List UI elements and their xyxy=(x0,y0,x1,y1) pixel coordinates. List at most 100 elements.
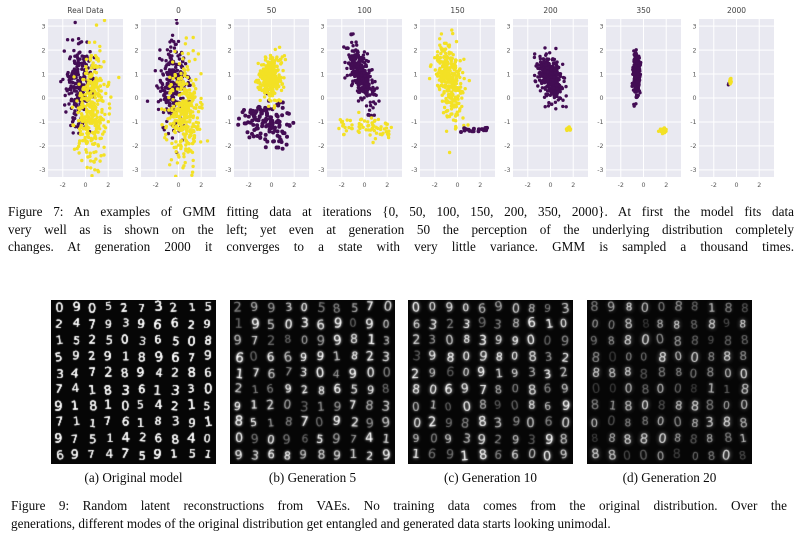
mnist-grid-c xyxy=(408,300,573,464)
y-tick-label: 2 xyxy=(227,47,231,54)
y-tick-label: 1 xyxy=(41,71,45,78)
x-tick-label: 2 xyxy=(385,182,389,189)
y-tick-label: -1 xyxy=(597,119,603,126)
panel-title: 50 xyxy=(267,6,277,15)
y-tick-label: -1 xyxy=(690,119,696,126)
panel-title: Real Data xyxy=(67,6,103,15)
y-tick-label: 0 xyxy=(599,95,603,102)
x-tick-label: 0 xyxy=(83,182,87,189)
scatter-points xyxy=(532,46,573,133)
y-tick-label: -3 xyxy=(504,167,510,174)
panel-title: 350 xyxy=(636,6,651,15)
y-tick-label: -3 xyxy=(225,167,231,174)
x-tick-label: -2 xyxy=(339,182,345,189)
y-tick-label: 3 xyxy=(227,23,231,30)
y-tick-label: 1 xyxy=(506,71,510,78)
y-tick-label: 0 xyxy=(41,95,45,102)
x-tick-label: 0 xyxy=(176,182,180,189)
y-tick-label: -2 xyxy=(597,143,603,150)
y-tick-label: -1 xyxy=(318,119,324,126)
y-tick-label: -1 xyxy=(504,119,510,126)
y-tick-label: 1 xyxy=(692,71,696,78)
y-tick-label: 3 xyxy=(41,23,45,30)
y-tick-label: -2 xyxy=(690,143,696,150)
x-tick-label: -2 xyxy=(432,182,438,189)
y-tick-label: 2 xyxy=(413,47,417,54)
mnist-grid-d xyxy=(587,300,752,464)
figure9-subcaption-a: (a) Original model xyxy=(84,470,183,485)
y-tick-label: 2 xyxy=(41,47,45,54)
y-tick-label: -2 xyxy=(132,143,138,150)
figure9-caption: Figure 9: Random latent reconstructions … xyxy=(11,497,787,532)
y-tick-label: 1 xyxy=(320,71,324,78)
y-tick-label: 2 xyxy=(692,47,696,54)
figure7-caption-line: very well as is shown on the left; yet e… xyxy=(8,221,794,237)
y-tick-label: 1 xyxy=(227,71,231,78)
x-tick-label: 2 xyxy=(571,182,575,189)
y-tick-label: 0 xyxy=(134,95,138,102)
figure9-caption-line: Figure 9: Random latent reconstructions … xyxy=(11,498,787,513)
x-tick-label: -2 xyxy=(618,182,624,189)
y-tick-label: 0 xyxy=(320,95,324,102)
scatter-points xyxy=(726,76,733,87)
figure9-subcaption-b: (b) Generation 5 xyxy=(268,470,357,485)
x-tick-label: 2 xyxy=(757,182,761,189)
y-tick-label: 2 xyxy=(506,47,510,54)
x-tick-label: -2 xyxy=(153,182,159,189)
y-tick-label: 1 xyxy=(413,71,417,78)
y-tick-label: -2 xyxy=(39,143,45,150)
x-tick-label: 2 xyxy=(199,182,203,189)
gmm-panel-50: 50 3 2 1 0 -1 -2 -3 -2 0 2 xyxy=(225,6,309,189)
scatter-points xyxy=(145,19,210,177)
y-tick-label: 0 xyxy=(506,95,510,102)
x-tick-label: 2 xyxy=(292,182,296,189)
figure7-caption-line: changes. At generation 2000 it converges… xyxy=(8,239,794,255)
gmm-panel-350: 350 3 2 1 0 -1 -2 -3 -2 0 2 xyxy=(597,6,681,189)
y-tick-label: -2 xyxy=(318,143,324,150)
x-tick-label: 2 xyxy=(106,182,110,189)
y-tick-label: 3 xyxy=(413,23,417,30)
y-tick-label: -3 xyxy=(690,167,696,174)
y-tick-label: -1 xyxy=(225,119,231,126)
gmm-panel-200: 200 3 2 1 0 -1 -2 -3 -2 0 2 xyxy=(504,6,588,189)
panel-title: 150 xyxy=(450,6,465,15)
y-tick-label: -3 xyxy=(411,167,417,174)
x-tick-label: -2 xyxy=(711,182,717,189)
y-tick-label: 0 xyxy=(413,95,417,102)
scatter-points xyxy=(236,45,296,151)
y-tick-label: -2 xyxy=(504,143,510,150)
gmm-panel-100: 100 3 2 1 0 -1 -2 -3 -2 0 2 xyxy=(318,6,402,189)
figure9-subcaption-d: (d) Generation 20 xyxy=(622,470,717,485)
panel-title: 100 xyxy=(357,6,372,15)
scatter-points xyxy=(630,48,668,136)
panel-title: 2000 xyxy=(727,6,746,15)
x-tick-label: -2 xyxy=(60,182,66,189)
y-tick-label: 0 xyxy=(692,95,696,102)
y-tick-label: -1 xyxy=(411,119,417,126)
y-tick-label: 1 xyxy=(134,71,138,78)
figure7-caption: Figure 7: An examples of GMM fitting dat… xyxy=(8,203,794,256)
x-tick-label: 0 xyxy=(548,182,552,189)
gmm-panel-150: 150 3 2 1 0 -1 -2 -3 -2 0 2 xyxy=(411,6,495,189)
figure9-subcaption-c: (c) Generation 10 xyxy=(443,470,537,485)
y-tick-label: 0 xyxy=(227,95,231,102)
gmm-panel-real-data: Real Data 3 2 1 0 -1 -2 -3 -2 0 2 xyxy=(39,6,123,189)
y-tick-label: -2 xyxy=(411,143,417,150)
y-tick-label: 3 xyxy=(692,23,696,30)
scatter-points xyxy=(337,32,393,145)
y-tick-label: -3 xyxy=(318,167,324,174)
y-tick-label: 3 xyxy=(506,23,510,30)
x-tick-label: 0 xyxy=(269,182,273,189)
panel-title: 0 xyxy=(176,6,181,15)
scatter-points xyxy=(427,28,489,155)
figure7-caption-line: Figure 7: An examples of GMM fitting dat… xyxy=(8,204,794,219)
mnist-grid-b xyxy=(230,300,395,464)
mnist-grid-a xyxy=(51,300,216,464)
y-tick-label: 1 xyxy=(599,71,603,78)
y-tick-label: 3 xyxy=(599,23,603,30)
y-tick-label: -1 xyxy=(132,119,138,126)
scatter-points xyxy=(59,19,121,177)
y-tick-label: -1 xyxy=(39,119,45,126)
